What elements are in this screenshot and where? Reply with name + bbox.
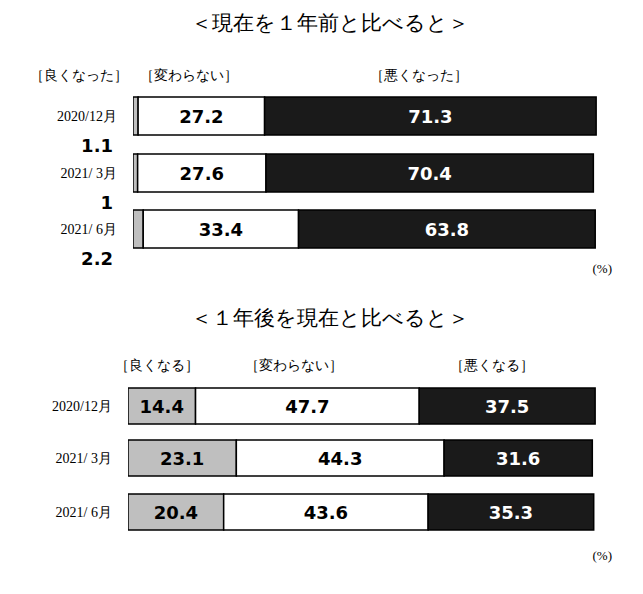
chart-title: ＜現在を１年前と比べると＞ (191, 11, 469, 35)
data-label: 27.2 (179, 106, 223, 127)
data-label: 63.8 (425, 219, 469, 240)
chart-canvas: ＜現在を１年前と比べると＞ ［良くなった］ ［変わらない］ ［悪くなった］ 1.1 27.… (0, 0, 643, 594)
data-label: 35.3 (489, 502, 533, 523)
data-label: 1 (100, 192, 113, 213)
legend-entry: ［変わらない］ (140, 68, 238, 83)
category-label: 2021/ 3月 (56, 451, 112, 466)
plot-area (128, 388, 595, 530)
data-label: 31.6 (496, 448, 540, 469)
data-label: 71.3 (408, 106, 452, 127)
bar-segment (299, 210, 596, 248)
data-label: 23.1 (160, 448, 204, 469)
bar-segment (138, 97, 264, 135)
bar-segment (196, 388, 420, 424)
bar-segment (266, 154, 593, 192)
data-label: 27.6 (180, 163, 224, 184)
bar-segment (133, 97, 138, 135)
data-label: 20.4 (154, 502, 198, 523)
bar-segment (444, 440, 592, 476)
data-labels: 1.1 27.2 71.3 1 27.6 70.4 2.2 33.4 63.8 (81, 106, 469, 269)
bar-segment (143, 210, 298, 248)
category-label: 2020/12月 (57, 109, 117, 124)
bar-segment (128, 494, 224, 530)
bar-segment (128, 388, 196, 424)
chart-title: ＜１年後を現在と比べると＞ (191, 306, 469, 330)
bar-segment (133, 210, 143, 248)
data-label: 33.4 (199, 219, 243, 240)
data-label: 37.5 (485, 396, 529, 417)
data-label: 44.3 (318, 448, 362, 469)
chart: ＜現在を１年前と比べると＞ ［良くなった］ ［変わらない］ ［悪くなった］ 1.1 27.… (30, 11, 612, 276)
legend-entry: ［変わらない］ (245, 358, 343, 373)
plot-area (133, 97, 596, 248)
bar-segment (224, 494, 428, 530)
data-label: 2.2 (81, 248, 113, 269)
bar-segment (138, 154, 266, 192)
legend-entry: ［良くなった］ (30, 68, 128, 83)
chart: ＜１年後を現在と比べると＞ ［良くなる］ ［変わらない］ ［悪くなる］ 14.4 47.7… (52, 306, 612, 563)
legend-entry: ［悪くなった］ (370, 68, 468, 83)
bar-segment (265, 97, 597, 135)
bar-segment (128, 440, 236, 476)
data-label: 1.1 (81, 135, 113, 156)
category-label: 2020/12月 (52, 399, 112, 414)
unit-annotation: (%) (593, 548, 613, 563)
bar-segment (419, 388, 595, 424)
data-label: 47.7 (285, 396, 329, 417)
data-label: 14.4 (140, 396, 184, 417)
unit-annotation: (%) (593, 261, 613, 276)
category-label: 2021/ 3月 (61, 166, 117, 181)
bar-segment (236, 440, 444, 476)
legend-entry: ［良くなる］ (115, 358, 199, 373)
bar-segment (428, 494, 594, 530)
data-label: 70.4 (407, 163, 451, 184)
category-label: 2021/ 6月 (61, 222, 117, 237)
data-label: 43.6 (304, 502, 348, 523)
category-label: 2021/ 6月 (56, 505, 112, 520)
legend-entry: ［悪くなる］ (450, 358, 534, 373)
data-labels: 14.4 47.7 37.5 23.1 44.3 31.6 20.4 43.6 35.3 (140, 396, 541, 523)
